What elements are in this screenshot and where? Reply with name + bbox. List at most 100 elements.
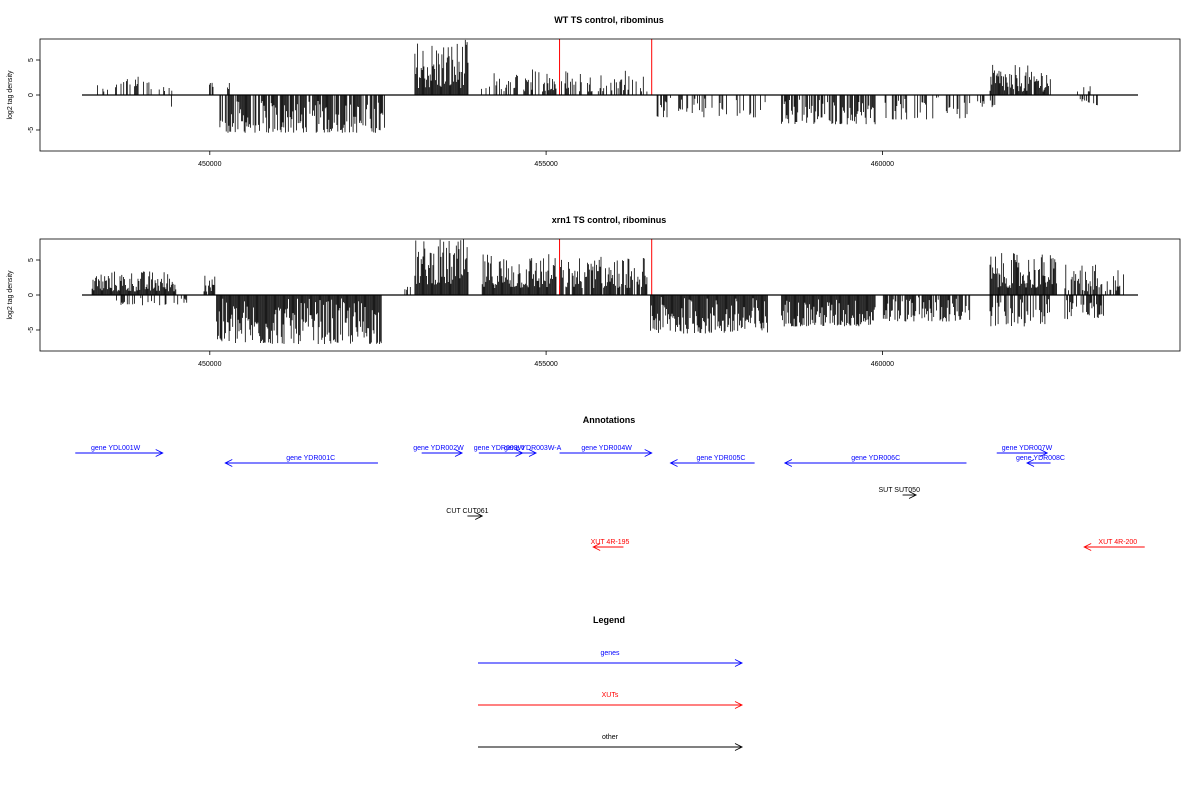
arrow-head xyxy=(1026,459,1035,467)
density-segment xyxy=(219,95,386,133)
y-tick-label: 0 xyxy=(28,293,35,297)
y-axis-label: log2 tag density xyxy=(7,70,14,120)
arrow-head xyxy=(155,449,164,457)
density-segment xyxy=(216,295,382,344)
annotation-label: gene YDR005C xyxy=(697,455,746,462)
annotation-feature: gene YDR003W-A xyxy=(504,445,562,457)
density-segment xyxy=(481,254,557,295)
density-segment xyxy=(116,295,188,306)
x-tick-label: 455000 xyxy=(534,361,557,368)
annotation-label: gene YDR004W xyxy=(581,445,632,452)
annotation-label: XUT 4R-195 xyxy=(591,539,630,546)
y-axis-label: log2 tag density xyxy=(7,270,14,320)
wt-track-panel: WT TS control, ribominus -5 0 5 log2 tag de… xyxy=(7,15,1181,168)
annotation-feature: SUT SUT050 xyxy=(878,487,920,499)
xrn1-track-axes: -5 0 5 log2 tag density 450000 455000 460000 xyxy=(7,238,1181,368)
y-tick-label: -5 xyxy=(28,327,35,333)
annotation-feature: gene YDR004W xyxy=(559,445,653,457)
legend-entry: genes xyxy=(478,650,744,667)
x-tick-label: 460000 xyxy=(871,361,894,368)
density-segment xyxy=(91,271,177,295)
density-segment xyxy=(882,295,971,322)
arrow-head xyxy=(734,743,744,751)
annotation-feature: gene YDR007W xyxy=(996,445,1053,457)
wt-track-axes: -5 0 5 log2 tag density 450000 455000 460000 xyxy=(7,38,1181,168)
x-tick-label: 450000 xyxy=(198,161,221,168)
arrow-head xyxy=(783,459,793,467)
density-segment xyxy=(208,82,214,95)
density-segment xyxy=(989,64,1051,95)
y-tick-label: -5 xyxy=(28,127,35,133)
annotation-feature: XUT 4R-195 xyxy=(591,539,630,551)
density-segment xyxy=(884,95,971,120)
annotation-feature: gene YDR008C xyxy=(1016,455,1065,467)
annotation-label: CUT CUT061 xyxy=(446,508,488,515)
annotation-label: gene YDL001W xyxy=(91,445,141,452)
density-segment xyxy=(404,286,411,295)
annotation-items: gene YDL001W gene YDR001C gene YDR002W gene… xyxy=(75,445,1145,551)
y-tick-label: 5 xyxy=(28,58,35,62)
density-segment xyxy=(781,295,876,327)
density-segment xyxy=(650,295,768,334)
annotation-label: gene YDR001C xyxy=(286,455,335,462)
x-tick-label: 455000 xyxy=(534,161,557,168)
density-segment xyxy=(559,256,648,295)
xrn1-track-title: xrn1 TS control, ribominus xyxy=(552,215,667,225)
density-segment xyxy=(1064,295,1104,320)
annotation-label: gene YDR006C xyxy=(851,455,900,462)
density-segment xyxy=(203,275,216,295)
annotation-feature: gene YDR002W xyxy=(413,445,464,457)
density-segment xyxy=(1079,95,1098,106)
density-segment xyxy=(781,95,876,125)
legend-label: XUTs xyxy=(602,692,619,699)
arrow-head xyxy=(454,449,464,457)
legend: Legend genes XUTs other xyxy=(478,615,744,751)
annotations-title: Annotations xyxy=(583,415,636,425)
density-segment xyxy=(989,253,1057,295)
arrow-head xyxy=(908,491,918,499)
arrow-head xyxy=(475,512,484,520)
arrow-head xyxy=(1039,449,1049,457)
annotation-label: XUT 4R-200 xyxy=(1098,539,1137,546)
xrn1-track-panel: xrn1 TS control, ribominus -5 0 5 log2 tag … xyxy=(7,215,1181,368)
density-segment xyxy=(989,295,1050,327)
annotation-feature: gene YDL001W xyxy=(75,445,164,457)
wt-track-bars xyxy=(97,39,1098,133)
legend-entry: other xyxy=(478,734,744,751)
annotation-feature: XUT 4R-200 xyxy=(1083,539,1145,551)
annotation-feature: gene YDR001C xyxy=(224,455,378,467)
density-segment xyxy=(559,70,648,95)
annotation-label: gene YDR008C xyxy=(1016,455,1065,462)
legend-entry: XUTs xyxy=(478,692,744,709)
arrow-head xyxy=(644,449,653,457)
arrow-head xyxy=(669,459,678,467)
arrow-head xyxy=(734,701,744,709)
density-segment xyxy=(481,73,533,95)
annotation-feature: CUT CUT061 xyxy=(446,508,489,520)
annotation-label: gene YDR007W xyxy=(1002,445,1053,452)
annotation-label: gene YDR002W xyxy=(413,445,464,452)
density-segment xyxy=(1064,264,1124,295)
density-segment xyxy=(414,239,469,295)
density-segment xyxy=(115,76,150,95)
arrow-head xyxy=(1083,543,1092,551)
density-segment xyxy=(150,87,173,95)
y-tick-label: 5 xyxy=(28,258,35,262)
arrow-head xyxy=(734,659,744,667)
legend-label: genes xyxy=(600,650,620,657)
x-tick-label: 450000 xyxy=(198,361,221,368)
legend-label: other xyxy=(602,734,619,741)
wt-track-title: WT TS control, ribominus xyxy=(554,15,664,25)
x-tick-label: 460000 xyxy=(871,161,894,168)
legend-items: genes XUTs other xyxy=(478,650,744,751)
legend-title: Legend xyxy=(593,615,625,625)
density-segment xyxy=(227,83,230,95)
xrn1-track-bars xyxy=(91,239,1124,344)
arrow-head xyxy=(528,449,538,457)
density-segment xyxy=(977,95,996,108)
annotation-label: gene YDR003W-A xyxy=(504,445,562,452)
arrow-head xyxy=(224,459,233,467)
y-tick-label: 0 xyxy=(28,93,35,97)
